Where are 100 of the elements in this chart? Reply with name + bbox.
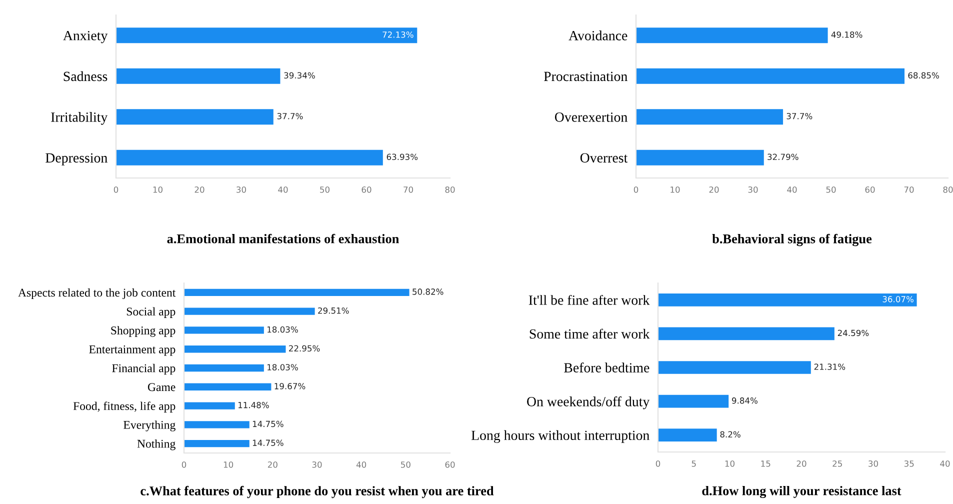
y-tick-label: It'll be fine after work: [528, 294, 650, 305]
y-tick-label: Everything: [124, 420, 176, 432]
x-tick-label: 40: [787, 186, 797, 193]
y-tick-label: Anxiety: [63, 30, 108, 44]
x-tick-label: 10: [153, 186, 162, 193]
y-tick-label: Before bedtime: [564, 362, 650, 372]
x-tick-label: 80: [445, 186, 455, 193]
data-label: 37.7%: [786, 112, 812, 120]
bar: [184, 288, 410, 296]
data-label: 18.03%: [268, 326, 298, 333]
y-tick-label: Irritability: [51, 112, 108, 125]
bar: [658, 428, 717, 442]
x-tick-label: 30: [236, 186, 246, 193]
x-tick-label: 30: [748, 186, 758, 193]
bar: [658, 327, 834, 340]
y-tick-label: Overexertion: [554, 112, 628, 122]
data-label: 24.59%: [838, 330, 869, 336]
data-label: 22.95%: [289, 345, 320, 352]
data-label: 8.2%: [720, 431, 740, 438]
y-tick-label: Food, fitness, life app: [73, 402, 176, 412]
bar: [636, 68, 905, 84]
y-tick-label: Depression: [46, 153, 108, 166]
x-tick-label: 80: [943, 186, 953, 193]
x-tick-label: 20: [709, 186, 719, 193]
bar: [658, 394, 729, 408]
x-tick-label: 20: [268, 461, 278, 468]
y-tick-label: Avoidance: [568, 30, 628, 40]
x-tick-label: 70: [404, 186, 413, 193]
x-tick-label: 25: [832, 460, 842, 467]
data-label: 9.84%: [732, 397, 758, 404]
y-tick-label: Entertainment app: [89, 345, 176, 356]
data-label: 39.34%: [284, 72, 315, 79]
x-tick-label: 35: [904, 460, 914, 467]
x-tick-label: 50: [401, 461, 410, 468]
y-tick-label: Game: [148, 383, 176, 392]
data-label: 14.75%: [252, 420, 284, 428]
bar: [184, 421, 250, 428]
x-tick-label: 40: [940, 460, 950, 467]
y-tick-label: Financial app: [112, 364, 176, 375]
data-label: 50.82%: [412, 288, 444, 295]
data-label: 29.51%: [318, 307, 349, 314]
bar: [184, 364, 264, 372]
x-tick-label: 50: [320, 186, 330, 193]
data-label: 11.48%: [238, 402, 269, 408]
y-tick-label: Social app: [126, 307, 176, 318]
data-label: 14.75%: [252, 440, 284, 446]
bar: [636, 109, 784, 125]
bar: [636, 28, 828, 44]
data-label: 68.85%: [908, 72, 939, 79]
y-tick-label: Procrastination: [544, 72, 628, 82]
bar: [636, 150, 764, 166]
data-label: 18.03%: [268, 364, 298, 370]
x-tick-label: 40: [356, 461, 366, 468]
data-label: 21.31%: [814, 364, 846, 370]
y-tick-label: Aspects related to the job content: [18, 288, 176, 300]
text: c.What features of your phone do you resist when you are tired: [140, 486, 494, 498]
x-tick-label: 70: [904, 186, 914, 193]
x-tick-label: 10: [725, 460, 734, 467]
bar: [116, 68, 280, 84]
x-tick-label: 0: [114, 186, 118, 193]
text: a.Emotional manifestations of exhaustion: [167, 234, 399, 244]
y-tick-label: Long hours without interruption: [471, 430, 650, 443]
data-label: 63.93%: [386, 154, 418, 160]
data-label: 49.18%: [831, 31, 862, 38]
x-tick-label: 5: [692, 460, 696, 467]
data-label: 37.7%: [277, 112, 303, 120]
bar: [184, 308, 315, 315]
bar: [184, 402, 235, 410]
y-tick-label: Overrest: [580, 153, 628, 163]
bar: [184, 383, 272, 390]
x-tick-label: 0: [634, 186, 638, 193]
x-tick-label: 0: [182, 461, 186, 468]
x-tick-label: 15: [761, 460, 770, 467]
y-tick-label: Shopping app: [111, 326, 176, 337]
text: b.Behavioral signs of fatigue: [712, 234, 872, 246]
bar: [184, 440, 250, 448]
x-tick-label: 20: [796, 460, 806, 467]
bar: [658, 361, 811, 374]
bar: [116, 150, 383, 166]
data-label: 36.07%: [882, 296, 914, 302]
x-tick-label: 60: [865, 186, 875, 193]
x-tick-label: 40: [278, 186, 288, 193]
bar: [184, 326, 264, 334]
bar: [184, 346, 286, 353]
bar: [116, 28, 418, 44]
x-tick-label: 10: [224, 461, 234, 468]
x-tick-label: 20: [194, 186, 204, 193]
data-label: 72.13%: [382, 31, 414, 38]
y-tick-label: On weekends/off duty: [527, 396, 650, 410]
x-tick-label: 0: [656, 460, 660, 467]
x-tick-label: 60: [362, 186, 372, 193]
bar: [116, 109, 274, 125]
x-tick-label: 50: [826, 186, 836, 193]
x-tick-label: 60: [445, 461, 455, 468]
data-label: 32.79%: [768, 154, 798, 160]
y-tick-label: Sadness: [64, 71, 108, 82]
text: d.How long will your resistance last: [702, 486, 902, 498]
y-tick-label: Some time after work: [530, 328, 650, 339]
data-label: 19.67%: [274, 383, 306, 390]
x-tick-label: 30: [868, 460, 878, 467]
